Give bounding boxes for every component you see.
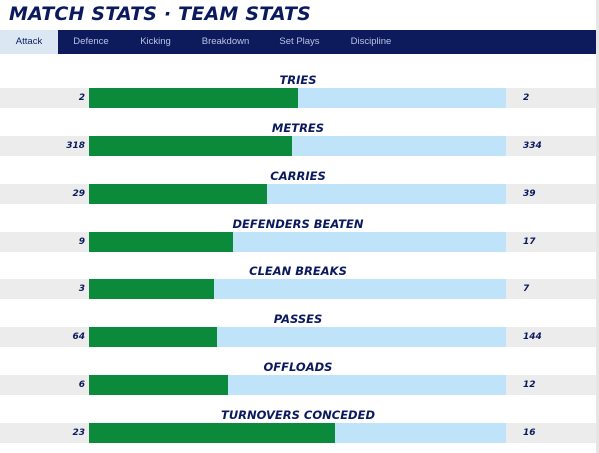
stat-row-metres: 318 334 [0, 136, 596, 156]
comparison-bar [89, 136, 506, 156]
tab-discipline[interactable]: Discipline [350, 36, 392, 47]
home-value: 2 [78, 93, 85, 103]
home-bar-fill [89, 279, 214, 299]
away-value: 144 [523, 332, 542, 342]
scrollbar-edge [596, 0, 599, 453]
comparison-bar [89, 375, 506, 395]
stat-title-clean-breaks: CLEAN BREAKS [249, 264, 347, 278]
home-value: 318 [66, 141, 85, 151]
tab-set-plays[interactable]: Set Plays [279, 36, 320, 47]
comparison-bar [89, 184, 506, 204]
stat-row-turnovers-conceded: 23 16 [0, 423, 596, 443]
tab-breakdown[interactable]: Breakdown [201, 36, 250, 47]
page-header: MATCH STATS · TEAM STATS [0, 0, 599, 30]
stat-title-turnovers-conceded: TURNOVERS CONCEDED [220, 408, 375, 422]
comparison-bar [89, 279, 506, 299]
stat-title-metres: METRES [271, 121, 325, 135]
home-value: 29 [72, 189, 85, 199]
away-value: 39 [523, 189, 536, 199]
stats-tab-bar: Attack Defence Kicking Breakdown Set Pla… [0, 30, 596, 54]
away-value: 17 [523, 237, 536, 247]
home-bar-fill [89, 184, 267, 204]
tab-attack[interactable]: Attack [0, 30, 58, 54]
comparison-bar [89, 232, 506, 252]
comparison-bar [89, 88, 506, 108]
home-value: 23 [72, 428, 85, 438]
stat-row-clean-breaks: 3 7 [0, 279, 596, 299]
home-bar-fill [89, 375, 228, 395]
stat-title-defenders-beaten: DEFENDERS BEATEN [232, 217, 364, 231]
stat-row-offloads: 6 12 [0, 375, 596, 395]
home-value: 9 [78, 237, 85, 247]
home-value: 6 [78, 380, 85, 390]
comparison-bar [89, 327, 506, 347]
away-value: 16 [523, 428, 536, 438]
stat-row-carries: 29 39 [0, 184, 596, 204]
stat-row-passes: 64 144 [0, 327, 596, 347]
home-value: 3 [78, 284, 85, 294]
stat-title-offloads: OFFLOADS [263, 360, 333, 374]
stat-row-tries: 2 2 [0, 88, 596, 108]
page-title: MATCH STATS · TEAM STATS [9, 3, 312, 25]
home-bar-fill [89, 232, 233, 252]
tab-kicking[interactable]: Kicking [140, 36, 171, 47]
away-value: 334 [523, 141, 542, 151]
home-value: 64 [72, 332, 85, 342]
home-bar-fill [89, 88, 298, 108]
home-bar-fill [89, 423, 335, 443]
home-bar-fill [89, 327, 217, 347]
stat-title-tries: TRIES [279, 73, 317, 87]
away-value: 12 [523, 380, 536, 390]
stat-row-defenders-beaten: 9 17 [0, 232, 596, 252]
tab-defence[interactable]: Defence [73, 36, 109, 47]
away-value: 2 [523, 93, 530, 103]
comparison-bar [89, 423, 506, 443]
home-bar-fill [89, 136, 292, 156]
stat-title-carries: CARRIES [270, 169, 326, 183]
stat-title-passes: PASSES [273, 312, 323, 326]
away-value: 7 [523, 284, 530, 294]
